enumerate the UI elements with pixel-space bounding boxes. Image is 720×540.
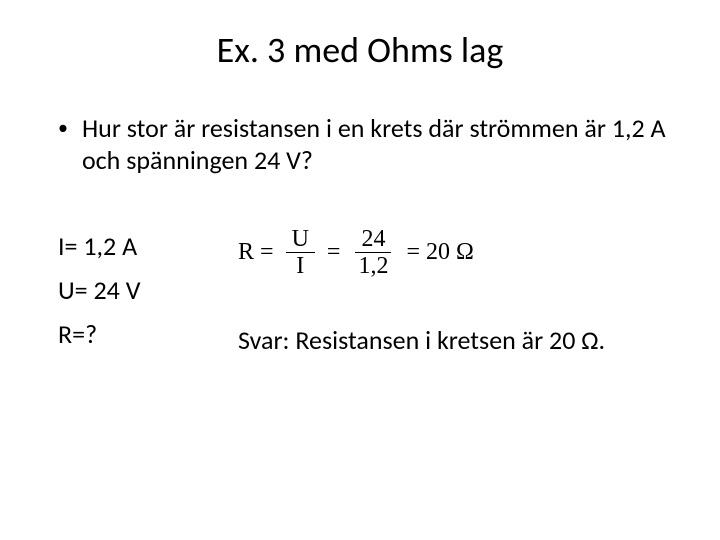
slide-title: Ex. 3 med Ohms lag bbox=[50, 28, 670, 72]
bullet-dot-icon: • bbox=[58, 112, 68, 144]
fraction-symbolic: U I bbox=[286, 226, 315, 280]
frac1-denominator: I bbox=[290, 253, 310, 279]
formula-lhs: R bbox=[238, 239, 254, 266]
equals-sign-1: = bbox=[260, 239, 274, 266]
fraction-numeric: 24 1,2 bbox=[352, 226, 394, 280]
given-voltage: U= 24 V bbox=[58, 268, 208, 312]
equals-sign-3: = bbox=[406, 239, 420, 266]
slide-container: Ex. 3 med Ohms lag • Hur stor är resista… bbox=[0, 0, 720, 376]
right-column: R = U I = 24 1,2 = 20 Ω Svar: Resistanse… bbox=[238, 224, 605, 356]
formula-equation: R = U I = 24 1,2 = 20 Ω bbox=[238, 226, 605, 280]
frac1-numerator: U bbox=[286, 226, 315, 253]
frac2-numerator: 24 bbox=[355, 226, 391, 253]
given-current: I= 1,2 A bbox=[58, 224, 208, 268]
given-values: I= 1,2 A U= 24 V R=? bbox=[58, 224, 208, 356]
answer-text: Svar: Resistansen i kretsen är 20 Ω. bbox=[238, 324, 605, 356]
given-resistance: R=? bbox=[58, 312, 208, 356]
content-row: I= 1,2 A U= 24 V R=? R = U I = 24 1,2 = … bbox=[50, 224, 670, 356]
bullet-item: • Hur stor är resistansen i en krets där… bbox=[50, 112, 670, 176]
formula-result: 20 Ω bbox=[426, 239, 474, 266]
frac2-denominator: 1,2 bbox=[352, 253, 394, 279]
bullet-text: Hur stor är resistansen i en krets där s… bbox=[82, 112, 670, 176]
equals-sign-2: = bbox=[327, 239, 341, 266]
